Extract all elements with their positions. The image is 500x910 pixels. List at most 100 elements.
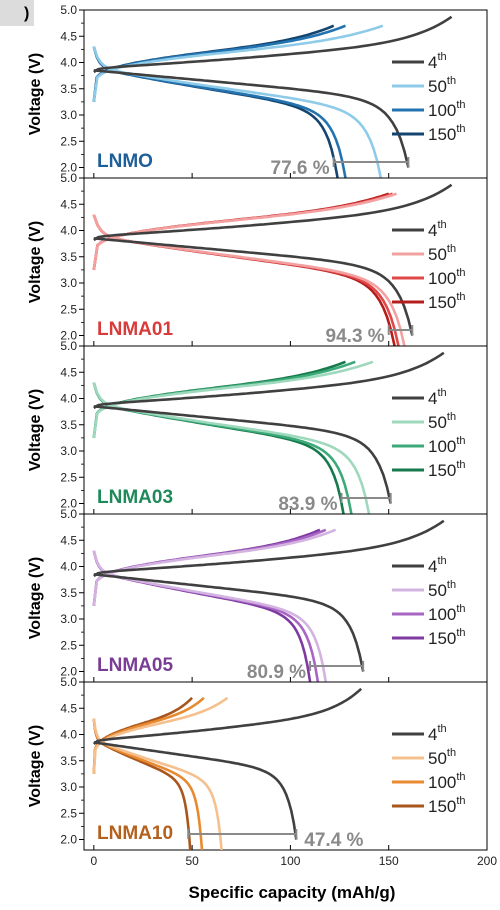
legend: 4th 50th 100th 150th [392,219,466,312]
charge-curve-50th [92,24,384,103]
curves [92,687,363,850]
curves [92,15,453,178]
legend-entry: 4th [428,387,447,408]
charge-curve-4th [93,183,453,242]
legend-entry: 4th [428,219,447,240]
sample-label: LNMA10 [97,823,173,844]
legend-entry: 4th [428,51,447,72]
y-tick-label: 2.5 [60,134,77,148]
charge-curve-50th [92,696,229,774]
retention-label: 83.9 % [278,494,337,515]
charge-curve-4th [92,687,363,745]
y-axis-label: Voltage (V) [27,53,44,135]
sample-label: LNMO [97,151,153,172]
y-axis-label: Voltage (V) [27,725,44,807]
retention-label: 94.3 % [326,326,385,347]
y-tick-label: 3.0 [60,780,77,794]
charge-curve-50th [92,360,374,439]
legend-entry: 4th [428,555,447,576]
y-tick-label: 3.5 [60,586,77,600]
legend-entry: 50th [428,411,456,432]
retention-bar [340,493,392,503]
y-tick-label: 2.0 [60,665,77,679]
y-tick-label: 5.0 [60,171,77,185]
y-tick-label: 4.5 [60,29,77,43]
legend-entry: 100th [428,267,466,288]
panel-lnma05: 2.0 2.5 3.0 3.5 4.0 4.5 5.0 Voltage (V) 4th 50th 1… [27,507,488,683]
plot-frame [83,681,488,851]
panel-lnma10: 2.0 2.5 3.0 3.5 4.0 4.5 5.0 Voltage (V) 4th 50th 1… [27,675,488,851]
legend-entry: 50th [428,75,456,96]
charge-curve-50th [92,528,337,607]
panels: 2.0 2.5 3.0 3.5 4.0 4.5 5.0 Voltage (V) 4th 50th 1… [27,3,497,868]
retention-bar [387,325,414,335]
y-tick-label: 3.0 [60,444,77,458]
y-tick-label: 4.0 [60,728,77,742]
x-tick-label: 0 [90,854,97,868]
y-tick-label: 2.0 [60,833,77,847]
discharge-curve-4th [93,741,298,840]
legend-entry: 150th [428,627,466,648]
discharge-curve-4th [93,69,410,168]
y-tick-label: 3.0 [60,108,77,122]
y-tick-label: 2.0 [60,161,77,175]
legend-entry: 150th [428,795,466,816]
x-tick-label: 200 [477,854,497,868]
legend-entry: 4th [428,723,447,744]
y-tick-label: 4.5 [60,197,77,211]
retention-bar [187,829,298,839]
charge-curve-4th [93,519,445,578]
y-tick-label: 3.5 [60,418,77,432]
discharge-curve-4th [93,405,392,504]
y-tick-label: 3.0 [60,276,77,290]
x-tick-label: 100 [280,854,300,868]
x-tick-label: 50 [185,854,199,868]
y-tick-label: 4.5 [60,701,77,715]
charge-curve-100th [92,696,205,774]
retention-label: 80.9 % [247,662,306,683]
y-tick-label: 4.0 [60,392,77,406]
legend-entry: 150th [428,291,466,312]
y-axis-label: Voltage (V) [27,557,44,639]
y-tick-label: 2.5 [60,638,77,652]
x-tick-label: 150 [379,854,399,868]
y-tick-label: 2.0 [60,497,77,511]
y-axis-label: Voltage (V) [27,389,44,471]
panel-lnma03: 2.0 2.5 3.0 3.5 4.0 4.5 5.0 Voltage (V) 4th 50th 1… [27,339,488,515]
y-tick-label: 3.5 [60,250,77,264]
x-axis-label: Specific capacity (mAh/g) [189,883,396,902]
sample-label: LNMA05 [97,655,173,676]
retention-label: 77.6 % [271,158,330,179]
y-tick-label: 5.0 [60,675,77,689]
panel-lnmo: 2.0 2.5 3.0 3.5 4.0 4.5 5.0 Voltage (V) 4th 50th 1… [27,3,488,179]
charge-curve-4th [93,351,445,410]
retention-bar [309,661,365,671]
y-tick-label: 3.0 [60,612,77,626]
legend-entry: 50th [428,579,456,600]
y-tick-label: 5.0 [60,3,77,17]
legend-entry: 100th [428,771,466,792]
curves [92,519,445,682]
y-tick-label: 5.0 [60,507,77,521]
legend: 4th 50th 100th 150th [392,387,466,480]
curves [92,351,445,514]
y-tick-label: 4.0 [60,224,77,238]
legend-entry: 100th [428,99,466,120]
legend-entry: 150th [428,459,466,480]
legend: 4th 50th 100th 150th [392,723,466,816]
y-tick-label: 4.0 [60,56,77,70]
legend: 4th 50th 100th 150th [392,51,466,144]
y-tick-label: 4.5 [60,365,77,379]
y-tick-label: 2.5 [60,470,77,484]
sample-label: LNMA01 [97,319,173,340]
figure-label: ) [24,5,29,22]
legend-entry: 50th [428,747,456,768]
charge-curve-4th [93,15,453,74]
y-tick-label: 2.0 [60,329,77,343]
discharge-curve-4th [93,573,365,672]
y-tick-label: 4.0 [60,560,77,574]
legend-entry: 100th [428,603,466,624]
y-tick-label: 5.0 [60,339,77,353]
figure-label-box [0,0,34,26]
